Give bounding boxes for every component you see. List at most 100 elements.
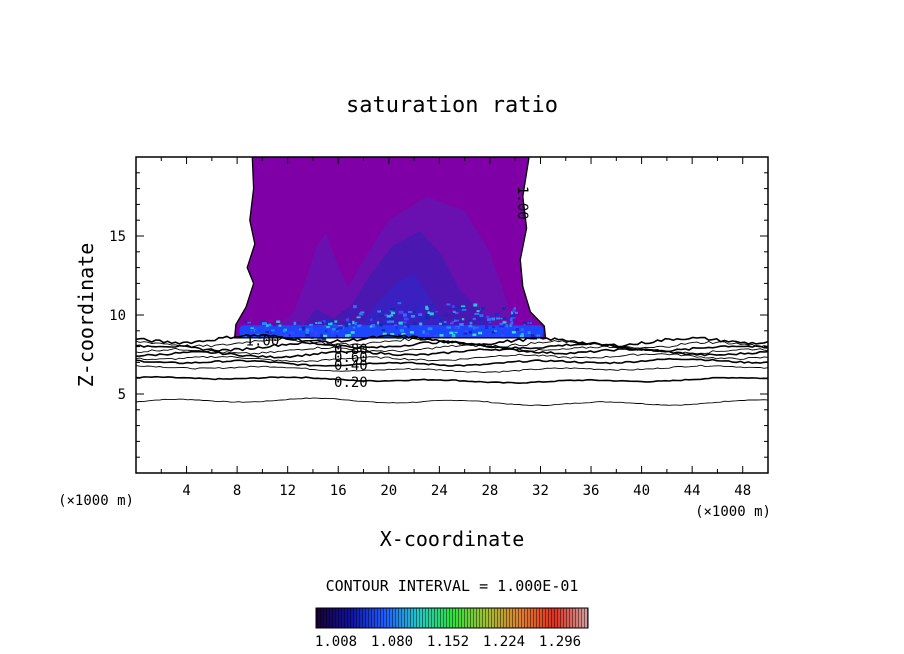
speckle [429,312,434,316]
speckle [461,308,467,311]
speckle [479,314,484,318]
chart-title: saturation ratio [346,93,558,118]
x-tick-label: 4 [182,483,190,499]
speckle [398,334,401,337]
speckle [527,331,531,335]
speckle [297,322,302,325]
speckle [378,323,383,327]
speckle [288,333,291,337]
speckle [451,320,455,324]
speckle [389,318,394,320]
speckle [418,315,423,319]
speckle [369,325,373,328]
speckle [501,334,505,337]
speckle [357,321,360,325]
speckle [457,309,462,312]
speckle [364,317,367,320]
contour-labels: 1.00 0.200.400.600.80 1.00 [246,186,530,391]
speckle [273,324,276,327]
speckle [333,324,338,327]
speckle [353,305,357,309]
colorbar-ticks: 1.008 1.080 1.152 1.224 1.296 [315,634,581,650]
speckle [251,329,255,333]
speckle [529,320,532,323]
y-tick-label: 5 [118,387,126,403]
speckle [514,311,518,314]
contour-label: 0.60 [334,350,368,366]
speckle [412,310,416,313]
speckle [407,325,410,329]
contour-interval-text: CONTOUR INTERVAL = 1.000E-01 [326,577,579,595]
speckle [530,334,535,337]
speckle [398,310,404,314]
colorbar-stripes [316,608,588,628]
speckle [386,315,391,318]
speckle [494,313,499,316]
speckle [451,333,456,338]
speckle [270,329,275,332]
speckle [384,313,388,317]
speckle [389,320,395,323]
contour-line [136,397,768,407]
speckle [357,316,360,319]
x-tick-label: 36 [583,483,600,499]
speckle [443,321,447,324]
speckle [336,330,339,332]
speckle [463,332,468,335]
speckle [276,320,281,323]
speckle [406,324,410,327]
contour-line [136,333,768,348]
speckle [424,315,430,320]
speckle [500,327,505,330]
speckle [450,322,453,325]
speckle [455,319,459,322]
speckle [305,331,309,335]
speckle [492,326,495,328]
speckle [334,320,338,323]
speckle [491,317,495,321]
speckle [360,311,365,314]
speckle [485,315,490,318]
speckle [318,321,322,325]
speckle [370,318,373,322]
speckle [293,321,297,326]
speckle [453,319,457,322]
speckle [302,328,306,331]
speckle [260,320,263,323]
speckle [325,329,328,333]
speckle [371,316,376,319]
speckle [354,321,358,325]
contour-label: 1.00 [246,333,280,349]
speckle [301,326,306,329]
speckle [479,317,482,321]
speckle [359,324,362,327]
speckle [502,317,507,320]
colorbar-tick-label: 1.296 [539,634,581,650]
contour-line [136,364,768,374]
speckle [472,326,476,330]
speckle [480,321,483,325]
x-axis-label: X-coordinate [380,527,525,551]
speckle [399,329,404,332]
speckle [500,317,504,320]
x-tick-label: 8 [233,483,241,499]
speckle [389,309,393,313]
speckle [403,313,407,317]
x-tick-label: 20 [380,483,397,499]
speckle [283,329,286,333]
y-tick-label: 10 [109,308,126,324]
speckle [511,311,514,315]
speckle [391,311,396,315]
speckle [264,327,268,329]
speckle [454,331,458,334]
speckle [455,312,459,314]
speckle [453,311,456,313]
speckle [486,317,491,322]
speckle [335,328,339,331]
speckle-cyan [401,332,406,336]
speckle [398,322,402,324]
speckle [386,317,389,321]
speckle [403,325,408,328]
speckle [390,314,394,317]
speckle [444,314,449,317]
